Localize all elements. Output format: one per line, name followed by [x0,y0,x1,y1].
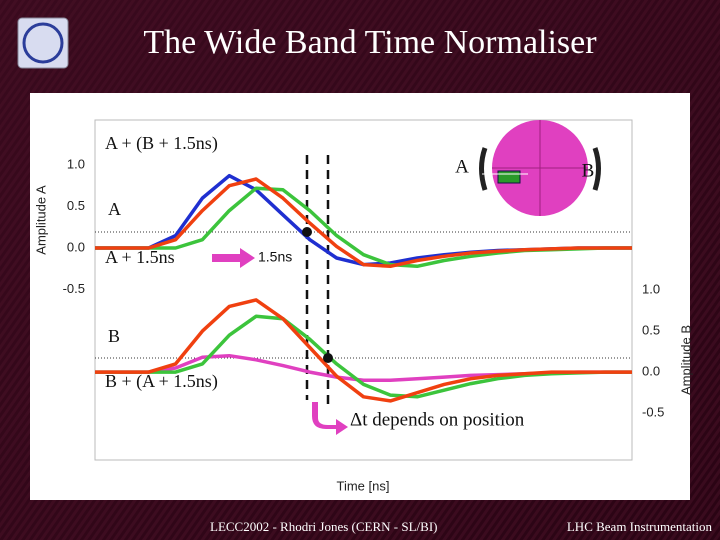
y-axis-title: Amplitude A [33,185,48,255]
arrow [312,402,348,435]
pickup-label: B [582,160,595,181]
marker-dot [302,227,312,237]
footer-left: LECC2002 - Rhodri Jones (CERN - SL/BI) [210,519,438,534]
y-tick-label: 0.0 [67,239,85,254]
annotation: A + 1.5ns [105,247,175,267]
series-line [95,177,632,269]
y2-tick-label: 0.5 [642,323,660,338]
slide-title: The Wide Band Time Normaliser [143,24,597,61]
annotation: A + (B + 1.5ns) [105,133,218,154]
y2-tick-label: -0.5 [642,405,664,420]
y-tick-label: 0.5 [67,198,85,213]
annotation: 1.5ns [258,249,292,265]
y2-tick-label: 0.0 [642,364,660,379]
y-tick-label: 1.0 [67,156,85,171]
arrow [212,248,255,268]
annotation: A [108,199,121,219]
chart-panel [30,93,690,500]
marker-dot [323,353,333,363]
cern-logo [17,17,69,69]
annotation: B + (A + 1.5ns) [105,371,218,392]
y2-tick-label: 1.0 [642,281,660,296]
annotation: B [108,326,120,346]
footer-right: LHC Beam Instrumentation [567,519,713,534]
plot-frame [94,119,633,461]
series-line [95,298,632,403]
x-axis-title: Time [ns] [337,478,390,493]
y-tick-label: -0.5 [63,281,85,296]
pickup-diagram [479,120,601,216]
pickup-label: A [455,156,469,177]
plot: -0.5 0.0 0.5 1.0 -0.5 0.0 0.5 1.0 Amplitude A Amp… [33,133,693,493]
y2-axis-title: Amplitude B [678,325,693,395]
annotation: Δt depends on position [350,409,525,430]
